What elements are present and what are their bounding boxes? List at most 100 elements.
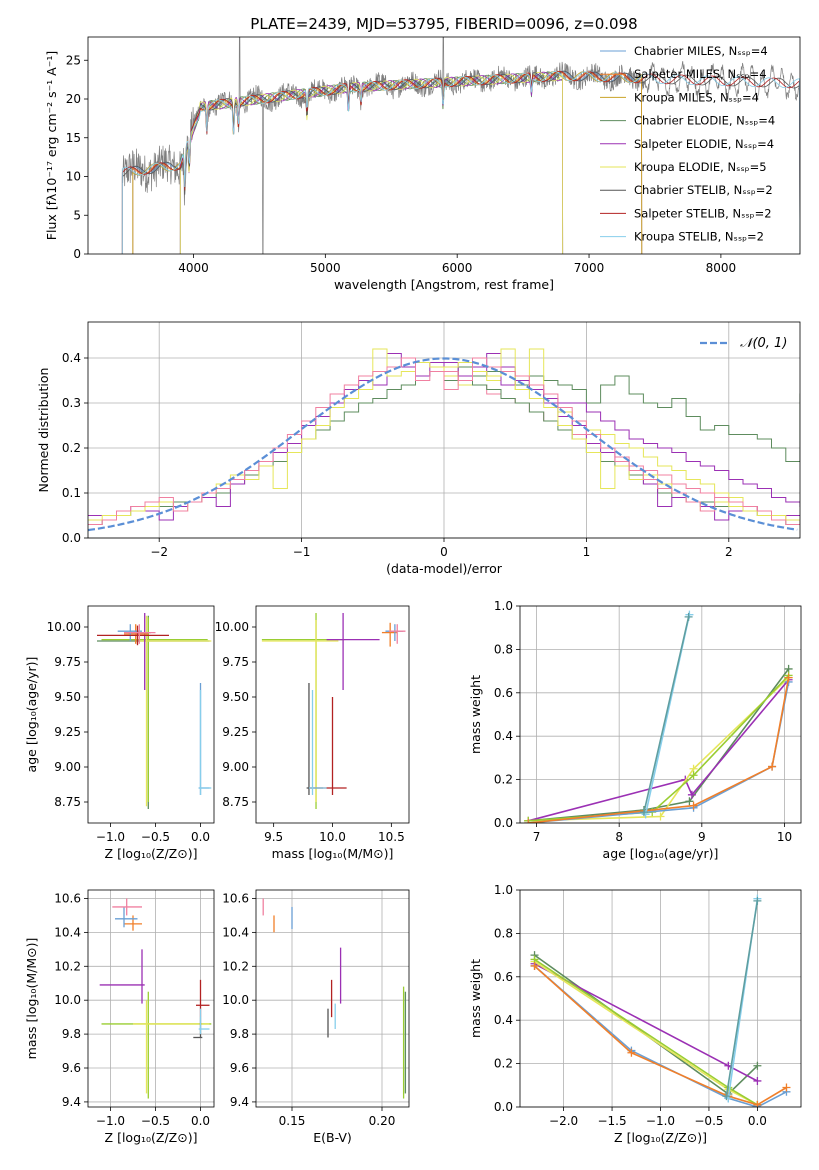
- x-tick-label: −0.5: [141, 1114, 170, 1128]
- errorbar-point: [97, 615, 210, 809]
- y-tick-label: 0.8: [494, 642, 513, 656]
- x-tick-label: 7: [533, 830, 541, 844]
- model-spectrum-line: [179, 71, 564, 254]
- errorbar-point: [97, 625, 169, 646]
- y-tick-label: 9.8: [62, 1027, 81, 1041]
- errorbar-point: [101, 991, 212, 1099]
- x-tick-label: −1.0: [96, 1114, 125, 1128]
- x-axis-label: E(B-V): [313, 1130, 352, 1145]
- histogram-steps: [88, 353, 800, 521]
- weight-line: [725, 900, 759, 1097]
- y-tick-label: 0.4: [494, 729, 513, 743]
- plus-marker: [753, 1076, 762, 1085]
- panel-weight-Z: −2.0 −1.5 −1.0 −0.5 0.0 0.0 0.2 0.4 0.6 0.8 1.0 Z […: [468, 883, 802, 1145]
- y-tick-label: 8.75: [54, 795, 81, 809]
- x-tick-label: 8: [615, 830, 623, 844]
- legend-entry: Chabrier ELODIE, Nₛₛₚ=4: [634, 114, 775, 128]
- y-tick-label: 10.00: [215, 620, 249, 634]
- y-tick-label: 0.4: [494, 1013, 513, 1027]
- x-axis-label: Z [log₁₀(Z/Z⊙)]: [105, 846, 198, 861]
- errorbar-point: [139, 615, 212, 807]
- errorbar-point: [388, 624, 406, 644]
- y-tick-label: 0.2: [494, 1057, 513, 1071]
- errorbar-point: [308, 690, 327, 795]
- plus-marker: [656, 812, 665, 821]
- errorbar-point: [308, 697, 347, 795]
- y-tick-label: 9.00: [54, 760, 81, 774]
- model-spectrum-line: [179, 71, 564, 254]
- y-tick-label: 0.0: [494, 816, 513, 830]
- model-spectrum-line: [121, 71, 800, 254]
- y-tick-label: 9.25: [222, 725, 249, 739]
- plot-area-weight-age: [524, 610, 793, 823]
- x-tick-label: −0.5: [694, 1114, 723, 1128]
- plot-area-spectrum: [121, 37, 800, 254]
- legend-entry: Kroupa ELODIE, Nₛₛₚ=5: [634, 160, 767, 174]
- y-tick-label: 0.1: [62, 486, 81, 500]
- y-tick-label: 9.4: [230, 1095, 249, 1109]
- errorbar-point: [198, 1008, 210, 1035]
- gaussian-curve: [88, 357, 798, 532]
- errorbar-point: [198, 690, 212, 795]
- plus-marker: [687, 790, 696, 799]
- y-tick-label: 9.8: [230, 1027, 249, 1041]
- errorbar-point: [261, 620, 339, 802]
- x-tick-label: 7000: [574, 261, 605, 275]
- model-spectrum-line: [132, 71, 643, 254]
- plot-area-age-Z: [97, 613, 212, 809]
- panel-age-Z: −1.0 −0.5 0.0 8.75 9.00 9.25 9.50 9.75 10.00 Z [l…: [24, 605, 215, 861]
- errorbar-point: [112, 898, 142, 916]
- plot-area-mass-Z: [99, 898, 212, 1099]
- errorbar-point: [99, 949, 145, 1004]
- y-tick-label: 10.2: [54, 959, 81, 973]
- legend-entry: Salpeter MILES, Nₛₛₚ=4: [634, 67, 767, 81]
- y-tick-label: 0.3: [62, 396, 81, 410]
- legend-entry: Kroupa MILES, Nₛₛₚ=4: [634, 90, 759, 104]
- plot-area-residuals: [88, 348, 800, 532]
- histogram-steps: [88, 366, 800, 525]
- legend-entry: Kroupa STELIB, Nₛₛₚ=2: [634, 230, 764, 244]
- plus-marker: [689, 771, 698, 780]
- plus-marker: [768, 762, 777, 771]
- y-tick-label: 0.4: [62, 351, 81, 365]
- axes-frame: [255, 889, 410, 1108]
- x-tick-label: 5000: [310, 261, 341, 275]
- y-axis-label: mass weight: [468, 675, 483, 754]
- y-tick-label: 9.75: [222, 655, 249, 669]
- y-tick-label: 10.00: [47, 620, 81, 634]
- plus-marker: [782, 1083, 791, 1092]
- plot-area-weight-Z: [530, 894, 791, 1107]
- plot-area-age-mass: [261, 613, 406, 809]
- y-tick-label: 0.6: [494, 686, 513, 700]
- plus-marker: [722, 1092, 731, 1101]
- plus-marker: [684, 612, 693, 621]
- weight-line: [534, 954, 758, 1096]
- errorbar-point: [124, 915, 142, 931]
- model-spectrum-line: [132, 71, 643, 254]
- figure-title: PLATE=2439, MJD=53795, FIBERID=0096, z=0…: [250, 15, 637, 33]
- weight-line: [643, 616, 690, 813]
- axes-frame: [87, 605, 215, 824]
- panel-mass-EBV: 0.15 0.20 9.4 9.6 9.8 10.0 10.2 10.4 10.6 E(B-V): [222, 889, 410, 1145]
- panel-age-mass: 9.5 10.0 10.5 8.75 9.00 9.25 9.50 9.75 10.00 mass…: [215, 605, 410, 861]
- errorbar-point: [101, 617, 208, 802]
- panel-weight-age: 7 8 9 10 0.0 0.2 0.4 0.6 0.8 1.0 age [log₁₀(age/yr…: [468, 599, 802, 861]
- legend-entry: 𝒩(0, 1): [740, 336, 787, 351]
- y-tick-label: 9.50: [54, 690, 81, 704]
- plot-area-mass-EBV: [262, 898, 407, 1099]
- y-axis-label: mass weight: [468, 959, 483, 1038]
- legend-entry: Chabrier MILES, Nₛₛₚ=4: [634, 44, 768, 58]
- x-tick-label: 0.0: [748, 1114, 767, 1128]
- y-tick-label: 10.2: [222, 959, 249, 973]
- x-axis-label: age [log₁₀(age/yr)]: [603, 846, 719, 861]
- y-tick-label: 15: [66, 131, 81, 145]
- y-tick-label: 9.25: [54, 725, 81, 739]
- y-tick-label: 10.6: [54, 891, 81, 905]
- plus-marker: [530, 961, 539, 970]
- axes-frame: [519, 605, 802, 824]
- model-spectrum-line: [121, 70, 800, 254]
- axes-frame: [87, 889, 215, 1108]
- histogram-steps: [88, 348, 800, 521]
- x-tick-label: −2: [150, 545, 168, 559]
